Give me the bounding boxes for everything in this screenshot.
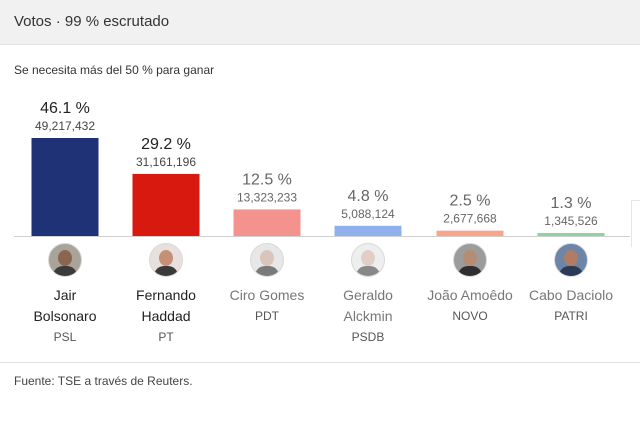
candidate-list: Jair Bolsonaro PSL Fernando Haddad PT Ciro Gom… [0, 243, 640, 353]
candidate-name-line1: Ciro Gomes [229, 287, 305, 303]
avatar-body [255, 266, 279, 276]
bar-votes-label: 13,323,233 [237, 190, 297, 204]
bar-2 [132, 173, 200, 236]
candidate-name-line1: Cabo Daciolo [528, 287, 614, 303]
candidate-party: PT [158, 330, 174, 344]
candidate-name: Fernando Haddad [116, 285, 216, 327]
candidate-2[interactable]: Fernando Haddad PT [116, 243, 216, 345]
bar-votes-label: 2,677,668 [443, 212, 497, 226]
bar-percent-label: 4.8 % [348, 188, 389, 205]
footer-divider [0, 362, 640, 363]
bar-percent-label: 2.5 % [450, 193, 491, 210]
candidate-party: PATRI [554, 309, 588, 323]
candidate-name: Geraldo Alckmin [318, 285, 418, 327]
candidate-party: PDT [255, 309, 279, 323]
avatar-head [159, 250, 173, 266]
bar-6 [537, 233, 605, 236]
candidate-4[interactable]: Geraldo Alckmin PSDB [318, 243, 418, 345]
avatar-body [356, 266, 380, 276]
avatar-body [559, 266, 583, 276]
bar-percent-label: 12.5 % [242, 171, 292, 188]
avatar-body [458, 266, 482, 276]
candidate-party: PSDB [351, 330, 385, 344]
results-bar-chart: 46.1 % 49,217,432 29.2 % 31,161,196 12.5 % 13… [31, 100, 605, 236]
candidate-1[interactable]: Jair Bolsonaro PSL [15, 243, 115, 345]
bar-percent-label: 46.1 % [40, 100, 90, 117]
bar-5 [436, 230, 504, 236]
bar-3 [233, 209, 301, 236]
avatar-body [154, 266, 178, 276]
avatar-head [260, 250, 274, 266]
header-bar: Votos · 99 % escrutado [0, 0, 640, 45]
avatar-head [361, 250, 375, 266]
candidate-name: João Amoêdo [420, 285, 520, 306]
bar-votes-label: 5,088,124 [341, 207, 395, 221]
avatar-head [564, 250, 578, 266]
candidate-avatar [554, 243, 588, 277]
candidate-name-line1: Jair [53, 287, 77, 303]
scroll-edge[interactable] [631, 200, 640, 247]
candidate-avatar [351, 243, 385, 277]
candidate-avatar [453, 243, 487, 277]
avatar-head [463, 250, 477, 266]
header-title: Votos · 99 % escrutado [14, 13, 170, 30]
bar-votes-label: 49,217,432 [35, 119, 95, 133]
majority-note: Se necesita más del 50 % para ganar [14, 63, 215, 77]
chart-baseline [14, 236, 630, 237]
candidate-name: Cabo Daciolo [521, 285, 621, 306]
candidate-name-line1: Geraldo [343, 287, 393, 303]
bar-votes-label: 31,161,196 [136, 155, 196, 169]
candidate-name-line1: João Amoêdo [427, 287, 513, 303]
candidate-name: Jair Bolsonaro [15, 285, 115, 327]
bar-1 [31, 138, 99, 236]
candidate-party: PSL [53, 330, 77, 344]
candidate-party: NOVO [452, 309, 488, 323]
candidate-avatar [250, 243, 284, 277]
source-note: Fuente: TSE a través de Reuters. [14, 374, 193, 388]
candidate-name-line2: Haddad [141, 308, 191, 324]
bar-percent-label: 29.2 % [141, 136, 191, 153]
candidate-avatar [48, 243, 82, 277]
candidate-3[interactable]: Ciro Gomes PDT [217, 243, 317, 324]
bar-percent-label: 1.3 % [551, 195, 592, 212]
avatar-body [53, 266, 77, 276]
candidate-6[interactable]: Cabo Daciolo PATRI [521, 243, 621, 324]
avatar-head [58, 250, 72, 266]
bar-4 [334, 225, 402, 236]
candidate-name-line2: Bolsonaro [33, 308, 97, 324]
candidate-name-line2: Alckmin [343, 308, 393, 324]
candidate-avatar [149, 243, 183, 277]
candidate-name: Ciro Gomes [217, 285, 317, 306]
candidate-5[interactable]: João Amoêdo NOVO [420, 243, 520, 324]
candidate-name-line1: Fernando [136, 287, 196, 303]
bar-votes-label: 1,345,526 [544, 214, 598, 228]
